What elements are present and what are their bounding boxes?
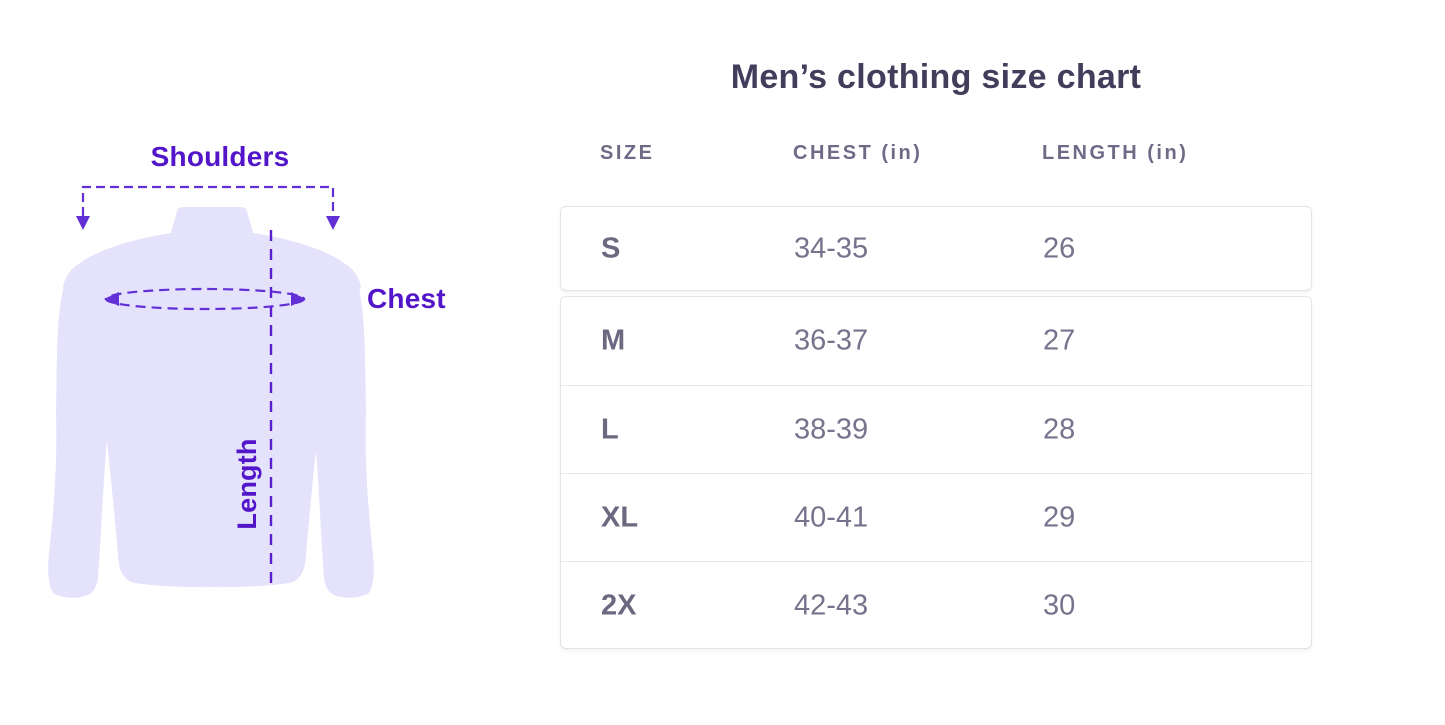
chest-cell: 40-41 [794, 501, 869, 533]
shirt-measurement-diagram: Shoulders Chest Length [0, 0, 500, 725]
table-row-m: M 36-37 27 [561, 297, 1311, 385]
shirt-illustration [48, 185, 374, 598]
size-cell: 2X [601, 589, 637, 621]
length-cell: 30 [1043, 589, 1076, 621]
length-cell: 27 [1043, 324, 1076, 357]
column-header-length: LENGTH (in) [1042, 142, 1189, 164]
table-row-2x: 2X 42-43 30 [561, 561, 1311, 649]
page-title: Men’s clothing size chart [730, 58, 1142, 96]
size-cell: L [601, 413, 619, 445]
table-row-group: M 36-37 27 L 38-39 28 XL 40-41 29 2X 42-… [560, 296, 1312, 649]
table-header-row: SIZE CHEST (in) LENGTH (in) [560, 139, 1312, 167]
size-cell: S [601, 232, 621, 264]
size-cell: XL [601, 501, 639, 533]
chest-cell: 34-35 [794, 232, 869, 264]
table-row-xl: XL 40-41 29 [561, 473, 1311, 561]
length-cell: 26 [1043, 232, 1076, 264]
chest-cell: 42-43 [794, 589, 869, 621]
table-row-s: S 34-35 26 [560, 206, 1312, 291]
shoulders-arrow-left [76, 216, 90, 230]
shirt-body [63, 207, 361, 588]
shoulders-arrow-right [326, 216, 340, 230]
chest-cell: 36-37 [794, 324, 869, 357]
table-row-l: L 38-39 28 [561, 385, 1311, 473]
column-header-size: SIZE [600, 142, 655, 164]
shoulders-measure-line [81, 185, 335, 216]
chest-arrow-left [104, 292, 119, 306]
size-cell: M [601, 324, 626, 357]
column-header-chest: CHEST (in) [793, 142, 923, 164]
chest-label: Chest [367, 283, 446, 314]
length-label: Length [232, 438, 262, 530]
length-cell: 28 [1043, 413, 1076, 445]
length-cell: 29 [1043, 501, 1076, 533]
chest-arrow-right [291, 292, 306, 306]
chest-cell: 38-39 [794, 413, 869, 445]
shoulders-label: Shoulders [150, 141, 290, 172]
